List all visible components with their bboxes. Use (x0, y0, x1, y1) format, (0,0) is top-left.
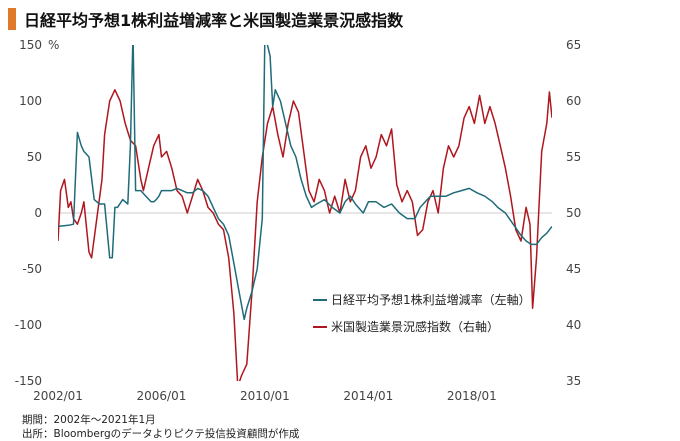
x-axis-tick-label: 2006/01 (137, 389, 187, 403)
title-bar: 日経平均予想1株利益増減率と米国製造業景況感指数 (8, 8, 403, 30)
right-axis-tick-label: 40 (566, 318, 581, 332)
left-axis-tick-label: 0 (34, 206, 42, 220)
title-accent-mark (8, 8, 16, 30)
x-axis-tick-label: 2002/01 (33, 389, 83, 403)
left-axis-tick-label: 100 (19, 94, 42, 108)
left-axis-tick-label: 50 (27, 150, 42, 164)
series-line-eps-growth (58, 45, 552, 321)
legend: 日経平均予想1株利益増減率（左軸） 米国製造業景況感指数（右軸） (313, 292, 531, 334)
right-axis-tick-label: 65 (566, 38, 581, 52)
left-axis-unit-label: % (48, 38, 59, 52)
legend-label: 米国製造業景況感指数（右軸） (331, 319, 499, 334)
right-axis-tick-label: 55 (566, 150, 581, 164)
chart-title: 日経平均予想1株利益増減率と米国製造業景況感指数 (24, 11, 404, 30)
footnote-period: 期間：2002年～2021年1月 (22, 414, 156, 426)
x-axis-tick-label: 2014/01 (343, 389, 393, 403)
axes-group: 150 100 50 0 -50 -100 -150% 65 60 55 50 45 40 35 2002/… (15, 38, 582, 403)
right-axis-tick-label: 45 (566, 262, 581, 276)
left-axis-tick-label: -150 (15, 374, 42, 388)
left-axis-tick-label: -50 (22, 262, 42, 276)
series-lines (58, 45, 552, 381)
legend-label: 日経平均予想1株利益増減率（左軸） (331, 292, 531, 307)
right-axis-tick-label: 50 (566, 206, 581, 220)
series-line-ism-index (58, 89, 552, 381)
x-axis-tick-label: 2010/01 (240, 389, 290, 403)
footnote-source: 出所：Bloombergのデータよりピクテ投信投資顧問が作成 (22, 428, 300, 440)
right-axis-tick-label: 35 (566, 374, 581, 388)
left-axis-tick-label: -100 (15, 318, 42, 332)
x-axis-tick-label: 2018/01 (447, 389, 497, 403)
left-axis-tick-label: 150 (19, 38, 42, 52)
right-axis-tick-label: 60 (566, 94, 581, 108)
